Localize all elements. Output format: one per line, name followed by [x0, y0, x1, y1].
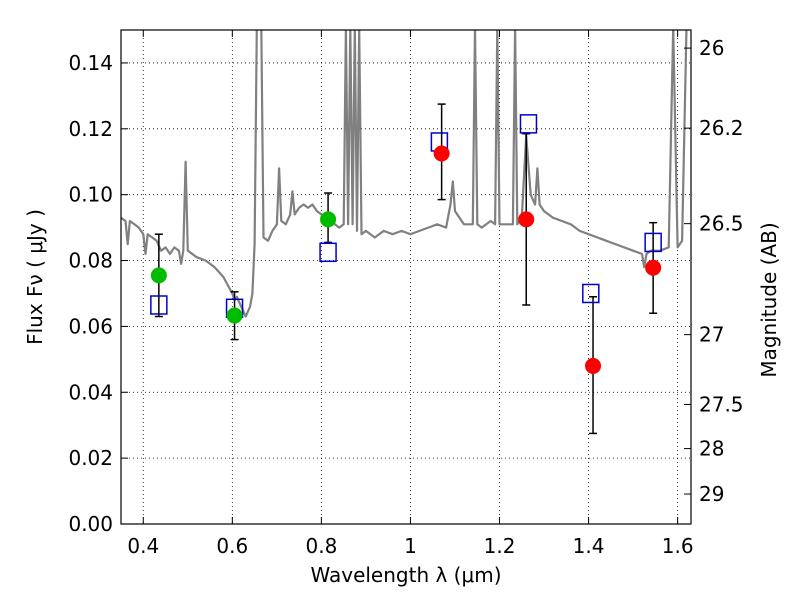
y-tick-label: 0.06 [68, 314, 113, 338]
x-tick-label: 1.6 [662, 534, 694, 558]
model-flux-square [582, 283, 600, 304]
observed-flux-points [150, 145, 662, 374]
x-tick-label: 1.2 [484, 534, 516, 558]
y2-tick-label: 27 [699, 323, 724, 347]
x-tick-label: 0.4 [127, 534, 159, 558]
red-data-point [585, 357, 602, 374]
x-tick-label: 0.8 [305, 534, 337, 558]
x-axis-label: Wavelength λ (μm) [310, 563, 501, 587]
x-tick-label: 1.4 [573, 534, 605, 558]
model-flux-squares [150, 114, 662, 319]
x-tick-label: 0.6 [216, 534, 248, 558]
y-tick-label: 0.10 [68, 183, 113, 207]
model-flux-square [644, 232, 662, 253]
y2-tick-label: 26 [699, 36, 724, 60]
y-tick-label: 0.12 [68, 117, 113, 141]
model-flux-square [150, 295, 168, 315]
red-data-point [645, 259, 662, 276]
red-data-point [518, 211, 535, 228]
y-axis-ticks: 0.00 0.02 0.04 0.06 0.08 0.10 0.12 0.14 [68, 51, 128, 536]
green-data-point [226, 307, 243, 324]
y2-tick-label: 27.5 [699, 392, 744, 416]
y2-tick-label: 28 [699, 437, 724, 461]
y-tick-label: 0.14 [68, 51, 113, 75]
plot-frame [120, 29, 692, 525]
model-flux-square [319, 242, 337, 263]
y2-axis-ticks: 26 26.2 26.5 27 27.5 28 29 [684, 36, 744, 506]
model-spectrum-line [121, 30, 688, 318]
model-spectrum [121, 30, 688, 318]
x-tick-label: 1 [404, 534, 417, 558]
y2-tick-label: 26.2 [699, 116, 744, 140]
model-flux-square [519, 114, 538, 134]
green-data-point [150, 267, 167, 284]
x-axis-ticks: 0.4 0.6 0.8 1 1.2 1.4 1.6 [127, 30, 694, 558]
y-tick-label: 0.02 [68, 446, 113, 470]
y2-tick-label: 26.5 [699, 212, 744, 236]
y-axis-label: Flux Fν ( μJy ) [23, 209, 47, 345]
y-tick-label: 0.00 [68, 512, 113, 536]
y-tick-label: 0.04 [68, 380, 113, 404]
y2-tick-label: 29 [699, 482, 724, 506]
red-data-point [433, 145, 450, 162]
y-tick-label: 0.08 [68, 249, 113, 273]
green-data-point [320, 211, 337, 228]
y2-axis-label: Magnitude (AB) [757, 222, 781, 377]
